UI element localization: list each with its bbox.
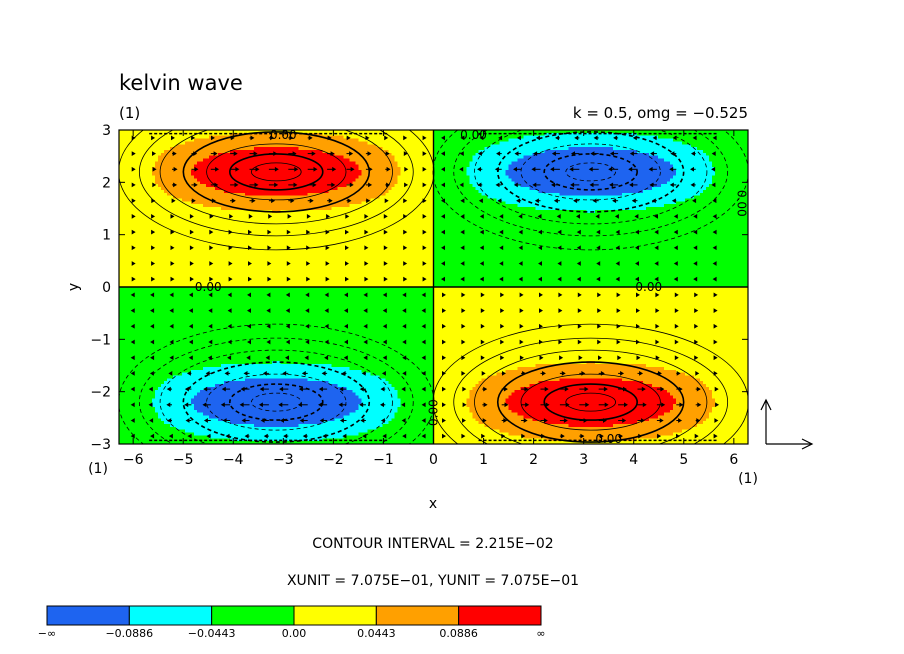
contour-ring [453,337,729,444]
contour-ring [520,143,661,201]
parameter-label: k = 0.5, omg = −0.525 [573,104,748,122]
y-tick-label: −1 [90,332,111,348]
contour-ring [138,130,414,237]
y-tick-label: 2 [102,175,111,191]
x-tick-label: 3 [579,452,588,468]
units-text: XUNIT = 7.075E−01, YUNIT = 7.075E−01 [287,573,579,589]
y-axis-label: y [66,283,82,291]
contour-ring [182,361,371,443]
colorbar-swatch [46,605,130,626]
colorbar: −∞ −0.0886 −0.0443 0.00 0.0443 0.0886 ∞ [38,605,546,640]
contour-ring [250,162,302,182]
contour-ring [543,153,638,191]
colorbar-swatch [128,605,213,626]
contour-ring [229,383,324,421]
y-tick-label: 3 [102,123,111,139]
colorbar-label: 0.00 [282,627,307,640]
reference-vector [760,398,814,450]
x-tick-label: −1 [373,452,394,468]
contour-ring [206,373,347,431]
chart-title: kelvin wave [119,71,243,95]
colorbar-label: −0.0443 [188,627,236,640]
x-tick-label: −2 [323,452,344,468]
y-tick-label: 1 [102,228,111,244]
contour-labels: 0.00 0.00 0.00 0.00 0.00 0.00 0.00 [195,128,748,446]
x-tick-label: 1 [479,452,488,468]
contour-ring [182,131,371,213]
contour-label: 0.00 [635,280,662,294]
contour-ring [520,373,661,431]
contour-label: 0.00 [595,432,622,446]
colorbar-swatch [211,605,295,626]
contour-label: 0.00 [195,280,222,294]
y-tick-label: −2 [90,385,111,401]
contour-lines [119,130,748,444]
x-tick-label: 5 [679,452,688,468]
contour-label: 0.00 [427,399,441,426]
colorbar-label: 0.0443 [357,627,396,640]
contour-ring [138,337,414,444]
contour-ring [543,383,638,421]
x-axis-label: x [429,496,437,512]
contour-ring [159,349,393,444]
colorbar-label: 0.0886 [439,627,478,640]
plot-area [119,130,748,444]
contour-ring [496,361,685,443]
velocity-vectors [130,135,720,439]
y-tick-label: 0 [102,280,111,296]
x-tick-label: −5 [173,452,194,468]
contour-ring [565,162,616,182]
contour-ring [474,349,708,444]
colorbar-label: −0.0886 [105,627,153,640]
contour-ring [206,143,347,201]
contour-ring [565,392,616,412]
x-axis-note: (1) [738,471,758,487]
x-tick-label: −4 [223,452,244,468]
contour-ring [250,392,302,412]
contour-label: 0.00 [270,128,297,142]
colorbar-swatch [375,605,460,626]
colorbar-swatch [458,605,542,626]
x-tick-label: 0 [429,452,438,468]
panel-label: (1) [119,104,140,122]
y-axis-note: (1) [88,461,108,477]
x-tick-label: −6 [123,452,144,468]
contour-ring [474,130,708,225]
zero-contours [119,130,748,444]
x-tick-label: −3 [273,452,294,468]
axes: −6 −5 −4 −3 −2 −1 0 1 2 3 4 5 6 −3 −2 −1 0 1 2 3 [90,123,748,468]
contour-ring [453,130,729,237]
x-tick-label: 4 [629,452,638,468]
contour-ring [496,131,685,213]
contour-label: 0.00 [460,128,487,142]
x-tick-label: 2 [529,452,538,468]
contour-label: 0.00 [734,190,748,217]
contour-ring [159,130,393,225]
x-tick-label: 6 [729,452,738,468]
colorbar-label: −∞ [38,627,56,640]
colorbar-swatch [293,605,377,626]
contour-interval-text: CONTOUR INTERVAL = 2.215E−02 [312,536,553,552]
colorbar-label: ∞ [536,627,545,640]
filled-contours [119,130,748,444]
y-tick-label: −3 [90,437,111,453]
